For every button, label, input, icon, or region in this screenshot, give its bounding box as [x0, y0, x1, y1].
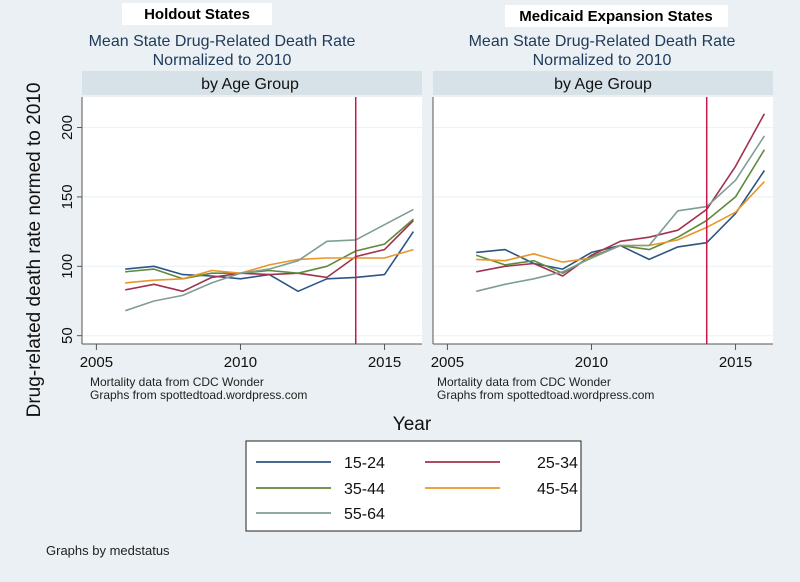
series-line-55-64	[124, 208, 414, 312]
note-credit: Graphs from spottedtoad.wordpress.com	[437, 388, 654, 402]
series-line-25-34	[476, 113, 766, 277]
panel-medicaid-expansion-states: Medicaid Expansion States Mean State Dru…	[431, 5, 773, 402]
series-line-55-64	[476, 135, 766, 293]
y-tick-label: 200	[59, 115, 76, 140]
legend-label-15-24: 15-24	[344, 455, 385, 472]
chart-subtitle: by Age Group	[201, 76, 299, 93]
x-tick-label: 2015	[368, 354, 401, 371]
legend-box	[245, 440, 582, 532]
plot-area	[82, 97, 422, 344]
x-axis-label: Year	[393, 414, 432, 435]
legend: 15-24 25-34 35-44 45-54 55-64	[245, 440, 582, 532]
panel-holdout-states: Holdout States Mean State Drug-Related D…	[59, 3, 422, 402]
legend-label-55-64: 55-64	[344, 506, 385, 523]
panel-label: Medicaid Expansion States	[519, 8, 712, 25]
x-tick-label: 2005	[431, 354, 464, 371]
panel-label-box	[122, 3, 272, 25]
subtitle-bar	[433, 71, 773, 95]
x-tick-label: 2005	[80, 354, 113, 371]
panel-label: Holdout States	[144, 6, 250, 23]
chart-title-line2: Normalized to 2010	[153, 52, 292, 69]
legend-label-25-34: 25-34	[537, 455, 578, 472]
series-line-45-54	[125, 248, 414, 284]
y-axis-label: Drug-related death rate normed to 2010	[24, 83, 45, 418]
note-source: Mortality data from CDC Wonder	[90, 375, 264, 389]
chart-title-line2: Normalized to 2010	[533, 52, 672, 69]
chart-subtitle: by Age Group	[554, 76, 652, 93]
legend-label-45-54: 45-54	[537, 481, 578, 498]
legend-label-35-44: 35-44	[344, 481, 385, 498]
note-credit: Graphs from spottedtoad.wordpress.com	[90, 388, 307, 402]
x-tick-label: 2010	[224, 354, 257, 371]
y-tick-label: 100	[59, 254, 76, 279]
x-tick-label: 2010	[575, 354, 608, 371]
panel-label-box	[505, 5, 728, 27]
chart-title: Mean State Drug-Related Death Rate	[89, 33, 356, 50]
subtitle-bar	[82, 71, 422, 95]
plot-area	[433, 97, 773, 344]
footer-note: Graphs by medstatus	[46, 543, 170, 558]
note-source: Mortality data from CDC Wonder	[437, 375, 611, 389]
y-tick-label: 50	[59, 327, 76, 344]
x-tick-label: 2015	[719, 354, 752, 371]
series-line-35-44	[125, 218, 414, 280]
series-line-25-34	[125, 219, 414, 293]
y-tick-label: 150	[59, 184, 76, 209]
chart-title: Mean State Drug-Related Death Rate	[469, 33, 736, 50]
